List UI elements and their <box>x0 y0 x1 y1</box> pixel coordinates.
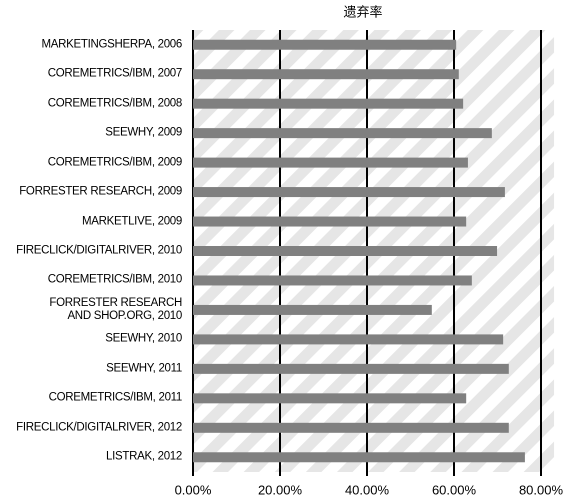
bar <box>193 334 504 345</box>
x-tick-label: 20.00% <box>258 482 303 497</box>
y-tick-label: SEEWHY, 2010 <box>105 332 182 345</box>
y-tick-label: SEEWHY, 2011 <box>106 362 182 375</box>
bar <box>193 216 467 227</box>
bar <box>193 157 468 168</box>
y-tick-label: MARKETLIVE, 2009 <box>81 215 182 228</box>
y-tick-label: COREMETRICS/IBM, 2009 <box>47 156 183 169</box>
y-tick-label: MARKETINGSHERPA, 2006 <box>41 38 183 51</box>
x-tick-label: 40.00% <box>345 482 390 497</box>
y-tick-label: COREMETRICS/IBM, 2010 <box>47 273 183 286</box>
bar <box>193 363 509 374</box>
bar <box>193 39 457 50</box>
bar <box>193 393 467 404</box>
x-tick-label: 80.00% <box>519 482 564 497</box>
bar <box>193 275 472 286</box>
bar <box>193 128 492 139</box>
bar <box>193 304 432 315</box>
bar <box>193 69 459 80</box>
y-tick-label: COREMETRICS/IBM, 2008 <box>47 97 183 110</box>
y-tick-label: LISTRAK, 2012 <box>105 450 182 463</box>
bar <box>193 452 525 463</box>
y-tick-label: FIRECLICK/DIGITALRIVER, 2012 <box>16 421 182 434</box>
y-tick-label: FORRESTER RESEARCH AND SHOP.ORG, 2010 <box>49 296 182 322</box>
bar <box>193 187 505 198</box>
bar <box>193 422 509 433</box>
x-tick-label: 60.00% <box>432 482 477 497</box>
y-tick-label: COREMETRICS/IBM, 2011 <box>48 391 183 404</box>
chart-title: 遗弃率 <box>343 4 382 19</box>
y-tick-label: COREMETRICS/IBM, 2007 <box>47 67 183 80</box>
y-tick-label: FIRECLICK/DIGITALRIVER, 2010 <box>16 244 182 257</box>
bar <box>193 98 464 109</box>
x-tick-label: 0.00% <box>175 482 212 497</box>
bar <box>193 246 498 256</box>
y-tick-label: FORRESTER RESEARCH, 2009 <box>19 185 182 198</box>
y-tick-label: SEEWHY, 2009 <box>105 126 182 139</box>
